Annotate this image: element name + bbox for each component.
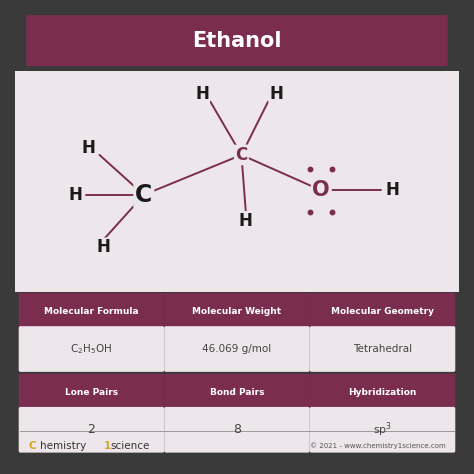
Text: Tetrahedral: Tetrahedral [353,344,412,354]
Text: Molecular Weight: Molecular Weight [192,307,282,316]
Text: 1: 1 [104,440,111,450]
FancyBboxPatch shape [164,293,310,330]
FancyBboxPatch shape [164,407,310,453]
Text: $\mathregular{C_2H_5OH}$: $\mathregular{C_2H_5OH}$ [71,342,112,356]
FancyBboxPatch shape [18,326,164,372]
Text: © 2021 - www.chemistry1science.com: © 2021 - www.chemistry1science.com [310,442,446,449]
Text: H: H [82,139,95,157]
Text: Molecular Geometry: Molecular Geometry [331,307,434,316]
Text: Lone Pairs: Lone Pairs [65,388,118,397]
Text: $\mathregular{sp^3}$: $\mathregular{sp^3}$ [373,420,392,439]
Text: C: C [28,440,36,450]
FancyBboxPatch shape [18,374,164,410]
Text: 2: 2 [88,423,95,436]
FancyBboxPatch shape [310,293,456,330]
Text: H: H [385,182,399,200]
Text: Ethanol: Ethanol [192,31,282,51]
Text: H: H [68,186,82,204]
FancyBboxPatch shape [15,71,459,292]
Text: Molecular Formula: Molecular Formula [44,307,139,316]
FancyBboxPatch shape [310,407,456,453]
FancyBboxPatch shape [310,374,456,410]
Text: Bond Pairs: Bond Pairs [210,388,264,397]
FancyBboxPatch shape [310,326,456,372]
Text: C: C [235,146,247,164]
Text: H: H [195,85,210,103]
FancyBboxPatch shape [18,407,164,453]
FancyBboxPatch shape [164,374,310,410]
Text: science: science [110,440,150,450]
Text: Hybridization: Hybridization [348,388,417,397]
Text: H: H [269,85,283,103]
Text: C: C [135,183,153,207]
FancyBboxPatch shape [26,15,448,66]
Text: O: O [312,181,330,201]
Text: H: H [97,238,111,256]
Text: hemistry: hemistry [39,440,86,450]
FancyBboxPatch shape [164,326,310,372]
FancyBboxPatch shape [18,293,164,330]
Text: 46.069 g/mol: 46.069 g/mol [202,344,272,354]
Text: 8: 8 [233,423,241,436]
Text: H: H [239,211,253,229]
